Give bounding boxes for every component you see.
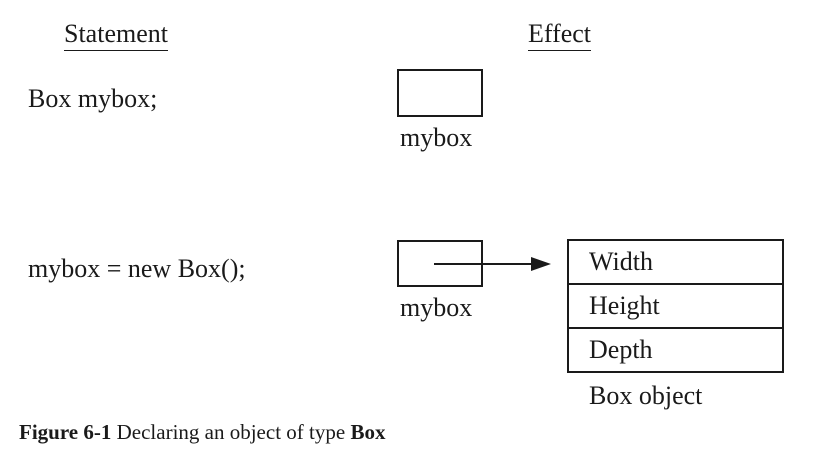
effect-header: Effect — [528, 21, 592, 51]
statement-declaration: Box mybox; — [28, 84, 158, 113]
caption-text: Declaring an object of type — [111, 420, 351, 444]
reference-box-assigned — [397, 240, 483, 287]
field-width: Width — [569, 241, 782, 285]
box-object: Width Height Depth — [567, 239, 784, 373]
reference-box-null — [397, 69, 483, 117]
statement-header: Statement — [64, 21, 168, 51]
reference-label-2: mybox — [400, 293, 473, 322]
box-object-label: Box object — [589, 381, 703, 410]
reference-label-1: mybox — [400, 123, 473, 152]
field-height: Height — [569, 285, 782, 329]
statement-allocation: mybox = new Box(); — [28, 254, 246, 283]
figure-caption: Figure 6-1 Declaring an object of type B… — [19, 422, 385, 443]
field-depth: Depth — [589, 335, 653, 364]
caption-type-name: Box — [350, 420, 386, 444]
figure-number: Figure 6-1 — [19, 420, 112, 444]
